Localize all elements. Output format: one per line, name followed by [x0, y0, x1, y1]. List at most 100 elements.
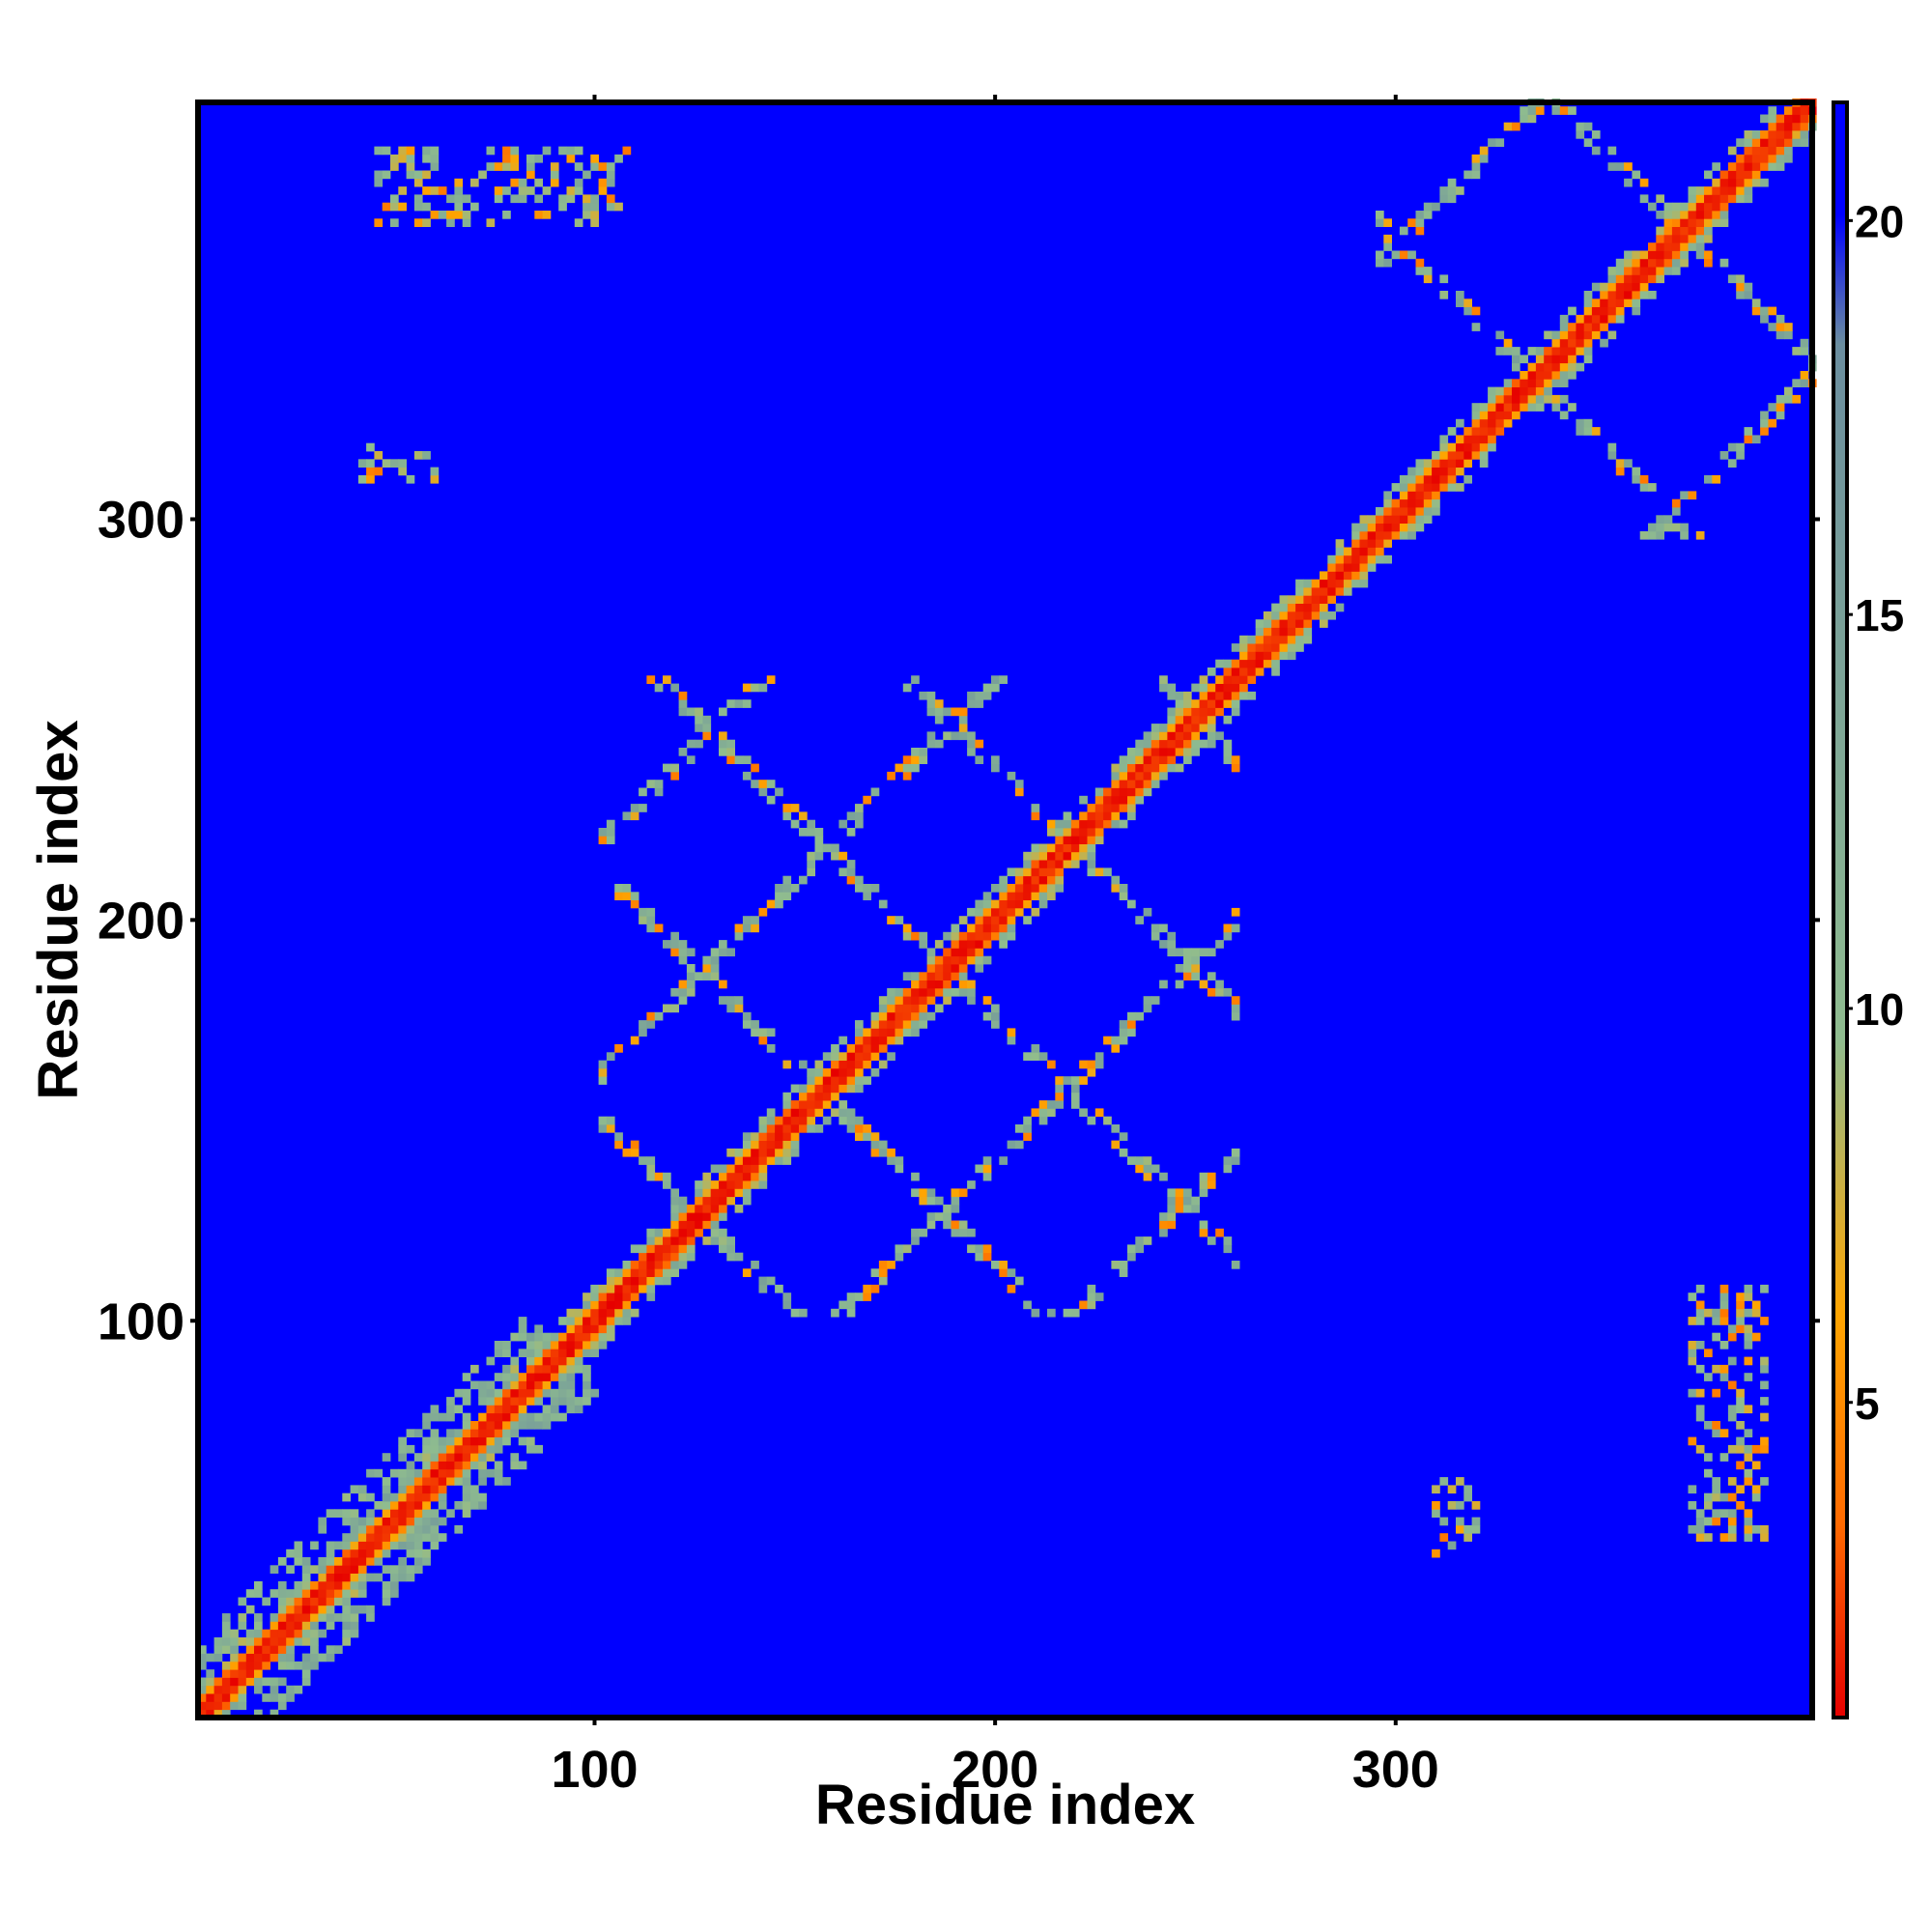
heatmap-cell-656 [550, 1397, 559, 1406]
heatmap-cell-959 [702, 731, 712, 741]
heatmap-cell-1152 [814, 1108, 824, 1118]
heatmap-cell-2364 [1624, 258, 1633, 268]
heatmap-cell-1575 [1055, 884, 1064, 893]
heatmap-cell-2411 [1656, 194, 1664, 204]
heatmap-cell-1951 [1295, 619, 1304, 628]
heatmap-cell-415 [430, 1477, 440, 1486]
heatmap-cell-568 [502, 186, 511, 195]
heatmap-cell-2455 [1688, 1293, 1697, 1301]
heatmap-cell-195 [334, 1613, 343, 1622]
heatmap-cell-19 [213, 1677, 223, 1687]
heatmap-cell-2142 [1456, 1477, 1464, 1486]
heatmap-cell-1312 [911, 1228, 920, 1237]
heatmap-cell-234 [350, 1517, 359, 1526]
heatmap-cell-1183 [838, 1116, 848, 1125]
heatmap-cell-1114 [782, 804, 792, 812]
heatmap-cell-2300 [1576, 338, 1585, 348]
heatmap-cell-2526 [1712, 194, 1720, 204]
heatmap-cell-2370 [1632, 306, 1641, 316]
heatmap-cell-718 [582, 1349, 591, 1357]
heatmap-cell-554 [502, 1477, 511, 1486]
heatmap-cell-377 [413, 1429, 423, 1437]
heatmap-cell-2015 [1367, 563, 1377, 572]
heatmap-cell-2280 [1559, 347, 1569, 355]
heatmap-cell-989 [719, 748, 727, 756]
heatmap-cell-1837 [1207, 972, 1216, 980]
heatmap-cell-2241 [1527, 347, 1537, 355]
heatmap-cell-2180 [1471, 154, 1481, 163]
heatmap-cell-329 [398, 1492, 407, 1502]
heatmap-cell-2490 [1704, 1517, 1713, 1526]
heatmap-cell-2645 [1751, 154, 1761, 163]
heatmap-cell-1313 [911, 1188, 920, 1198]
heatmap-cell-2438 [1680, 258, 1689, 268]
heatmap-cell-910 [678, 1196, 688, 1206]
heatmap-cell-673 [558, 1356, 567, 1366]
heatmap-cell-1484 [999, 940, 1008, 949]
heatmap-cell-1992 [1343, 587, 1352, 596]
heatmap-cell-821 [630, 899, 639, 909]
heatmap-cell-1086 [766, 675, 776, 684]
heatmap-cell-2428 [1671, 250, 1681, 260]
colorbar-tick-label-5: 5 [1855, 1378, 1880, 1429]
heatmap-cell-555 [502, 1436, 511, 1446]
heatmap-cell-1292 [895, 1004, 904, 1013]
heatmap-cell-860 [654, 1252, 664, 1262]
heatmap-cell-2044 [1383, 218, 1392, 227]
heatmap-cell-383 [413, 170, 423, 180]
heatmap-cell-2474 [1695, 1341, 1705, 1350]
heatmap-cell-216 [342, 1541, 351, 1550]
heatmap-cell-987 [719, 948, 727, 957]
heatmap-cell-1978 [1327, 595, 1336, 604]
heatmap-cell-1392 [951, 972, 960, 980]
heatmap-cell-227 [350, 1573, 359, 1582]
heatmap-cell-2207 [1495, 330, 1505, 340]
heatmap-cell-839 [646, 1284, 656, 1293]
heatmap-cell-1738 [1151, 724, 1160, 732]
heatmap-cell-2183 [1479, 442, 1489, 452]
heatmap-cell-132 [294, 1613, 303, 1622]
heatmap-cell-2620 [1744, 291, 1753, 299]
heatmap-cell-1500 [1007, 923, 1016, 933]
heatmap-cell-578 [510, 1397, 520, 1406]
heatmap-cell-2682 [1768, 122, 1777, 131]
heatmap-cell-2399 [1648, 202, 1657, 212]
heatmap-cell-2584 [1736, 1317, 1745, 1325]
heatmap-cell-159 [310, 1629, 319, 1638]
heatmap-cell-172 [318, 1597, 327, 1606]
heatmap-cell-58 [245, 1661, 255, 1670]
heatmap-cell-2502 [1704, 234, 1713, 243]
heatmap-cell-2651 [1760, 1477, 1769, 1486]
heatmap-cell-907 [678, 1220, 688, 1230]
heatmap-cell-1783 [1175, 724, 1184, 732]
heatmap-cell-2398 [1648, 242, 1657, 251]
heatmap-cell-1848 [1215, 1228, 1224, 1237]
heatmap-cell-2135 [1447, 427, 1457, 436]
heatmap-cell-2262 [1544, 330, 1552, 340]
heatmap-cell-1143 [807, 1084, 815, 1094]
heatmap-cell-967 [710, 1196, 720, 1206]
heatmap-cell-2377 [1632, 250, 1641, 260]
heatmap-cell-525 [486, 1436, 496, 1446]
heatmap-cell-1172 [831, 1108, 839, 1118]
heatmap-cell-207 [342, 1613, 351, 1622]
heatmap-cell-116 [286, 1653, 295, 1662]
heatmap-cell-832 [639, 1028, 647, 1037]
heatmap-cell-1064 [758, 1132, 768, 1141]
heatmap-cell-1268 [878, 1004, 888, 1013]
heatmap-cell-489 [462, 1388, 471, 1398]
heatmap-cell-1541 [1031, 860, 1040, 868]
heatmap-cell-2542 [1719, 1284, 1729, 1293]
heatmap-cell-2646 [1751, 146, 1761, 156]
heatmap-cell-2143 [1456, 483, 1464, 492]
heatmap-cell-1800 [1183, 715, 1192, 724]
heatmap-cell-1706 [1135, 780, 1144, 788]
heatmap-cell-2712 [1792, 138, 1801, 147]
heatmap-cell-2045 [1391, 530, 1401, 540]
heatmap-cell-1081 [766, 1044, 776, 1053]
heatmap-cell-390 [422, 1501, 431, 1510]
heatmap-cell-762 [598, 178, 608, 187]
heatmap-cell-1120 [790, 1116, 800, 1125]
heatmap-cell-2099 [1432, 1548, 1440, 1558]
heatmap-cell-624 [534, 1421, 543, 1430]
